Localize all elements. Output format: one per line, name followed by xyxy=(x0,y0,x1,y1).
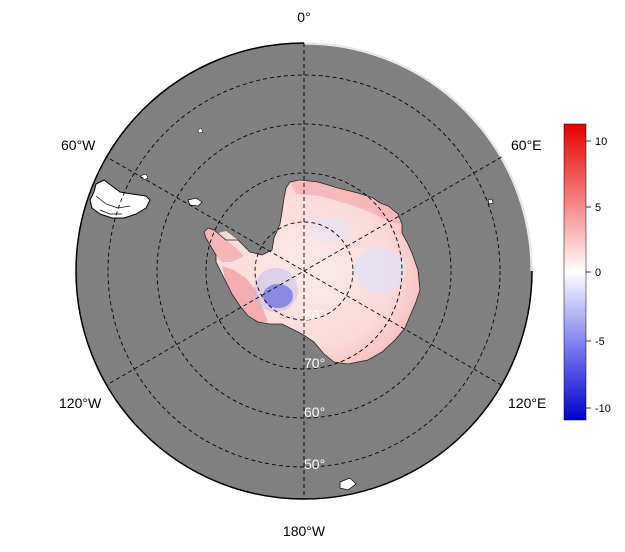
colorbar-label-5: 5 xyxy=(595,202,601,214)
island-small-3 xyxy=(487,198,494,205)
lat-label-70: 70° xyxy=(304,355,325,371)
south-america-tip xyxy=(89,179,151,219)
weak-negative-region-2 xyxy=(308,218,352,242)
lon-label-60w: 60°W xyxy=(61,137,96,153)
meridian-120e-60w xyxy=(106,156,502,386)
graticule xyxy=(106,43,502,499)
south-america-coast-detail xyxy=(95,195,131,215)
lat-circle-60 xyxy=(156,123,452,419)
antarctic-peninsula xyxy=(204,228,244,262)
colorbar-label-10: 10 xyxy=(595,136,607,148)
east-coast-warm-band xyxy=(290,182,402,224)
weak-negative-region xyxy=(354,248,406,292)
negative-anomaly-halo xyxy=(254,268,298,312)
lon-label-0: 0° xyxy=(297,9,310,25)
island-south-georgia xyxy=(187,197,203,207)
island-small-1 xyxy=(139,173,149,181)
colorbar-label-0: 0 xyxy=(595,267,601,279)
meridian-60e-120w xyxy=(106,156,502,386)
lon-label-180w: 180°W xyxy=(283,523,326,539)
colorbar: 10 5 0 -5 -10 xyxy=(563,123,611,421)
lat-circle-80 xyxy=(254,221,354,321)
lon-label-120w: 120°W xyxy=(59,395,102,411)
lat-label-80: 80° xyxy=(304,307,325,323)
antarctica-coastline xyxy=(203,179,421,365)
colorbar-label-neg5: -5 xyxy=(595,336,605,348)
colorbar-gradient xyxy=(563,123,587,421)
island-small-2 xyxy=(339,477,357,491)
lon-label-60e: 60°E xyxy=(511,137,542,153)
lat-label-60: 60° xyxy=(304,404,325,420)
lat-label-50: 50° xyxy=(304,456,325,472)
lon-label-120e: 120°E xyxy=(508,395,546,411)
lat-circle-50 xyxy=(107,74,501,468)
west-antarctica-warm-region xyxy=(222,266,268,322)
lat-circle-70 xyxy=(205,172,403,370)
island-small-4 xyxy=(197,127,204,134)
colorbar-label-neg10: -10 xyxy=(595,403,611,415)
map-edge-highlight xyxy=(303,41,534,272)
